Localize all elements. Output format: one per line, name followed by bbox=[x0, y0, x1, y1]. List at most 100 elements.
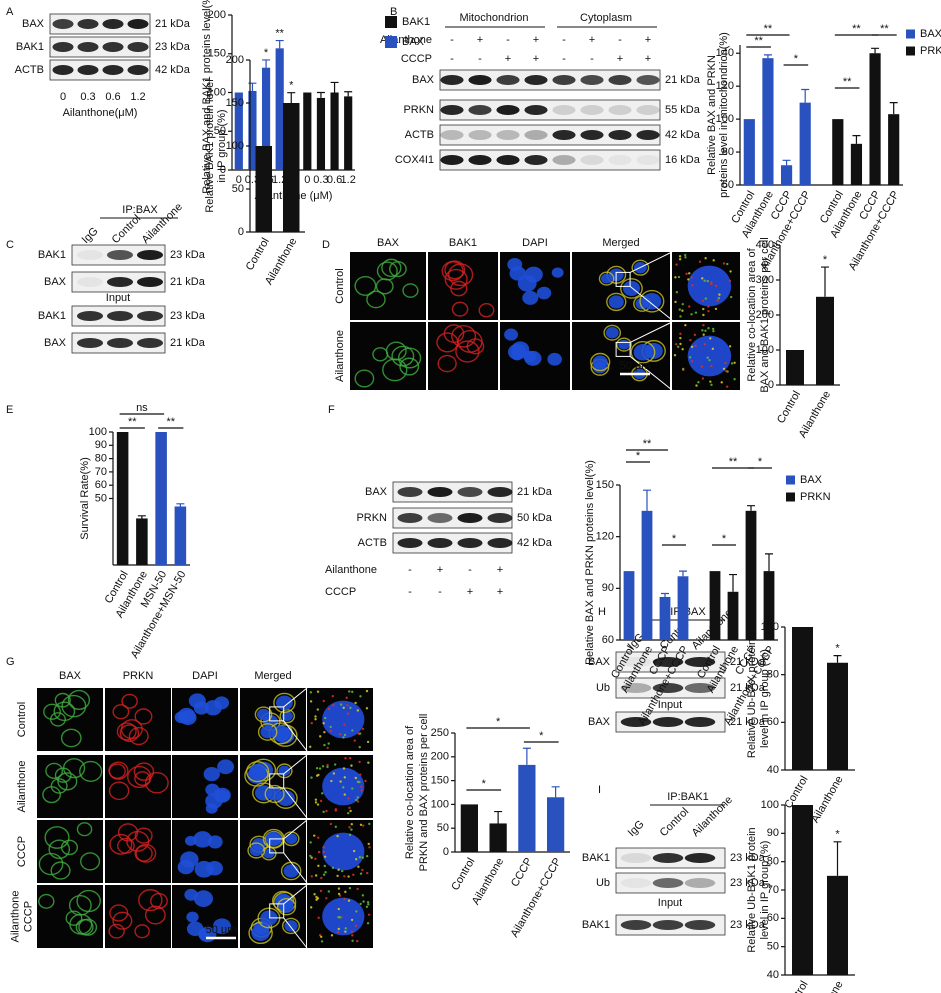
speckle bbox=[349, 809, 352, 813]
treatment-sign: + bbox=[589, 34, 595, 46]
group-label: Cytoplasm bbox=[580, 12, 632, 24]
speckle bbox=[702, 333, 705, 336]
cell-outline bbox=[117, 837, 135, 854]
significance: * bbox=[823, 254, 828, 266]
speckle bbox=[688, 272, 691, 275]
blot-label: ACTB bbox=[15, 64, 44, 76]
speckle bbox=[348, 886, 352, 890]
speckle bbox=[319, 799, 323, 803]
speckle bbox=[367, 761, 370, 764]
legend-label: PRKN bbox=[800, 491, 831, 503]
error-bar bbox=[316, 91, 325, 98]
lane-label: 0.3 bbox=[80, 91, 95, 103]
cell-outline bbox=[603, 324, 622, 341]
x-tick-label: 0 bbox=[236, 174, 242, 186]
speckle bbox=[702, 313, 705, 317]
nucleus bbox=[507, 258, 523, 271]
band bbox=[427, 513, 453, 523]
band bbox=[620, 657, 652, 667]
speckle bbox=[317, 836, 320, 839]
y-tick-label: 60 bbox=[767, 912, 779, 924]
speckle bbox=[343, 733, 347, 737]
nucleus bbox=[524, 350, 542, 366]
annotation: ** bbox=[754, 35, 763, 47]
bar bbox=[786, 350, 804, 385]
speckle bbox=[322, 722, 325, 725]
band bbox=[620, 878, 652, 888]
cell-outline bbox=[620, 278, 643, 299]
cell-outline bbox=[61, 694, 87, 718]
speckle bbox=[367, 913, 371, 916]
speckle bbox=[327, 707, 331, 711]
cell-outline bbox=[639, 289, 665, 313]
x-label: Ailanthone(μM) bbox=[63, 107, 138, 119]
cell-outline bbox=[466, 338, 485, 355]
cell-outline bbox=[54, 767, 72, 783]
y-tick-label: 100 bbox=[208, 86, 226, 98]
bar bbox=[248, 90, 257, 170]
channel-label: PRKN bbox=[123, 670, 154, 682]
band bbox=[427, 487, 453, 497]
speckle bbox=[690, 276, 693, 279]
speckle bbox=[717, 297, 721, 300]
nucleus bbox=[547, 352, 562, 366]
zoom-box bbox=[615, 341, 631, 357]
kda-label: 21 kDa bbox=[730, 716, 766, 728]
nucleus bbox=[205, 803, 218, 814]
speckle bbox=[358, 856, 362, 859]
nucleus bbox=[206, 860, 223, 876]
y-axis-label: Survival Rate(%) bbox=[79, 457, 91, 540]
bar bbox=[136, 518, 148, 565]
error-bar bbox=[889, 102, 898, 115]
bar bbox=[623, 571, 635, 640]
speckle bbox=[679, 315, 682, 318]
speckle bbox=[674, 276, 677, 279]
treatment-sign: - bbox=[468, 564, 472, 576]
speckle bbox=[336, 874, 339, 878]
y-tick-label: 0 bbox=[220, 164, 226, 176]
bar bbox=[816, 296, 834, 385]
cell-outline bbox=[38, 852, 64, 876]
kda-label: 23 kDa bbox=[730, 852, 766, 864]
legend-label: BAX bbox=[800, 474, 823, 486]
y-axis-label: in IP group (%) bbox=[216, 109, 228, 182]
panel-letter: D bbox=[322, 239, 330, 251]
annotation: ** bbox=[843, 76, 852, 88]
row-label: CCCP bbox=[22, 901, 34, 932]
cell-outline bbox=[631, 259, 650, 276]
speckle bbox=[343, 776, 346, 779]
error-bar bbox=[765, 553, 773, 572]
speckle bbox=[322, 850, 326, 854]
speckle bbox=[316, 803, 320, 806]
band bbox=[106, 250, 134, 260]
panel-letter: I bbox=[598, 784, 601, 796]
annotation: * bbox=[539, 730, 544, 742]
y-tick-label: 50 bbox=[232, 183, 244, 195]
nucleus bbox=[536, 286, 552, 300]
cell-outline bbox=[281, 917, 301, 935]
cell-outline bbox=[76, 822, 93, 837]
annotation: ns bbox=[136, 402, 148, 414]
error-bar bbox=[176, 503, 185, 507]
nucleus bbox=[207, 835, 223, 849]
speckle bbox=[712, 259, 715, 262]
channel-label: Merged bbox=[254, 670, 291, 682]
band bbox=[620, 920, 652, 930]
zoom-box bbox=[269, 903, 285, 919]
band bbox=[457, 513, 483, 523]
cell-outline bbox=[279, 709, 296, 724]
speckle bbox=[709, 337, 712, 340]
cell-outline bbox=[57, 772, 78, 791]
band bbox=[102, 42, 124, 52]
zoom-line bbox=[629, 321, 673, 343]
blot-band bbox=[49, 36, 151, 58]
y-tick-label: 100 bbox=[716, 113, 734, 125]
error-bar bbox=[275, 39, 284, 49]
lane-label: IgG bbox=[626, 818, 647, 839]
speckle bbox=[678, 308, 681, 311]
annotation: * bbox=[636, 450, 641, 462]
bar bbox=[316, 97, 326, 170]
y-tick-label: 60 bbox=[95, 479, 107, 491]
speckle bbox=[346, 703, 349, 707]
nucleus bbox=[283, 864, 299, 878]
